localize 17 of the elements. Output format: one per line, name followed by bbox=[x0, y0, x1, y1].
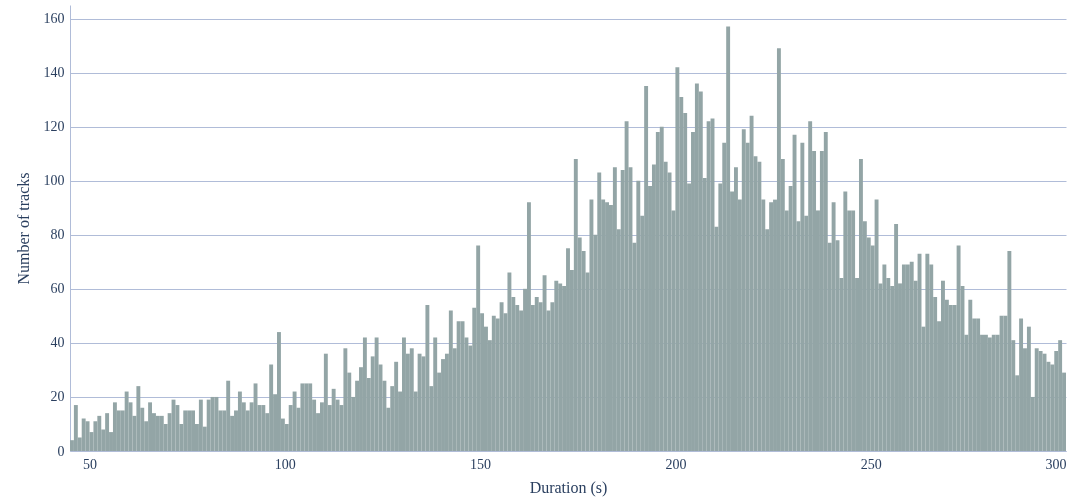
x-tick-label: 200 bbox=[665, 456, 687, 472]
y-axis-title: Number of tracks bbox=[14, 172, 32, 285]
x-tick-label: 150 bbox=[470, 456, 492, 472]
y-tick-label: 160 bbox=[43, 11, 65, 27]
y-tick-label: 140 bbox=[43, 65, 65, 81]
x-tick-label: 100 bbox=[274, 456, 296, 472]
x-tick-label: 300 bbox=[1045, 456, 1067, 472]
y-tick-label: 80 bbox=[50, 227, 65, 243]
y-tick-label: 0 bbox=[57, 443, 65, 459]
x-tick-label: 50 bbox=[83, 456, 98, 472]
y-tick-label: 100 bbox=[43, 173, 65, 189]
y-tick-label: 40 bbox=[50, 335, 65, 351]
y-tick-label: 120 bbox=[43, 119, 65, 135]
y-tick-label: 20 bbox=[50, 389, 65, 405]
y-tick-label: 60 bbox=[50, 281, 65, 297]
x-axis-title: Duration (s) bbox=[529, 478, 608, 497]
x-tick-label: 250 bbox=[860, 456, 882, 472]
